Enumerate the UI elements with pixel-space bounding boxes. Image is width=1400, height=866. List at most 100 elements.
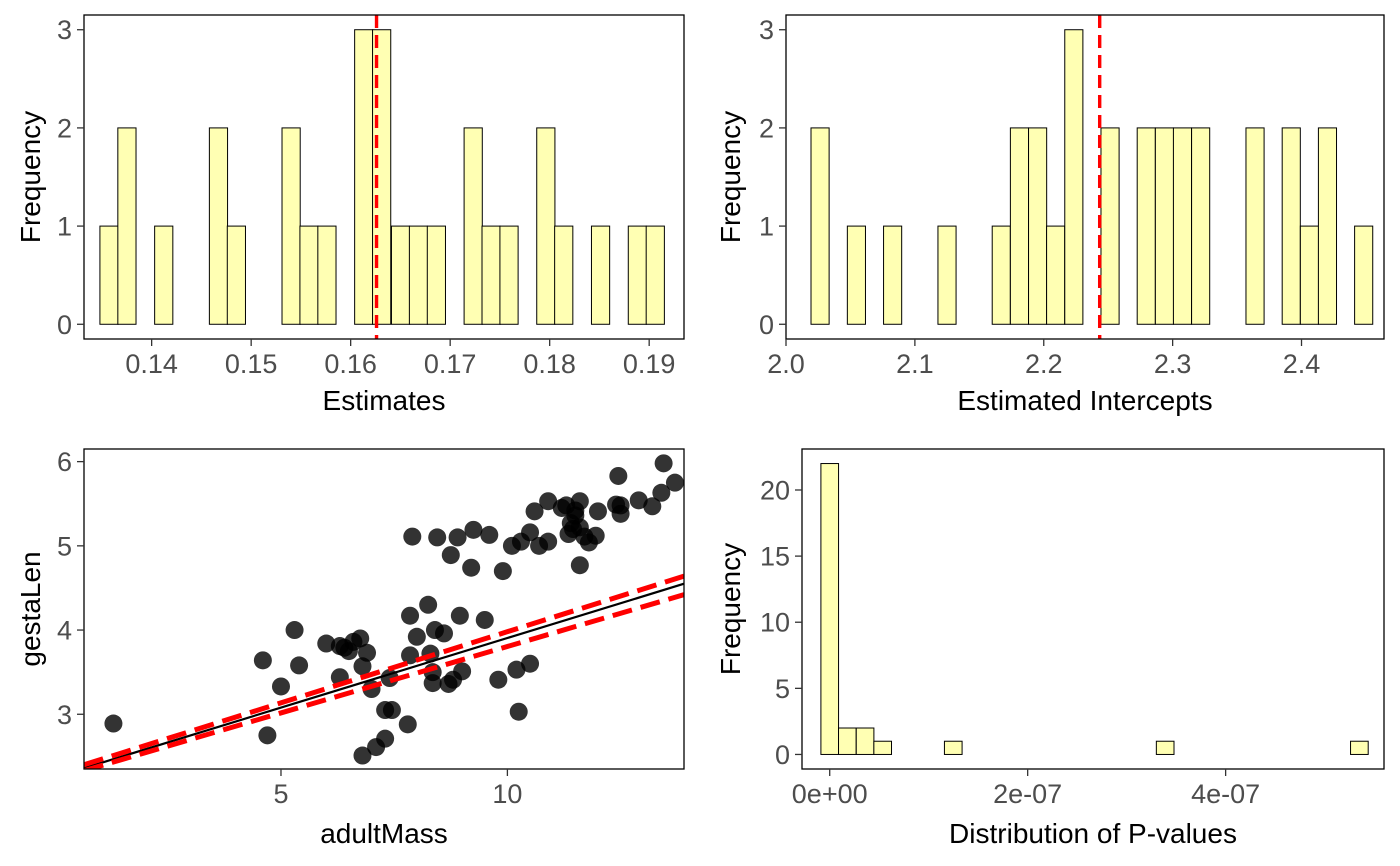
- histogram-bar: [117, 127, 137, 325]
- x-tick-label: 2.3: [1154, 349, 1192, 379]
- scatter-point: [351, 629, 370, 648]
- confidence-band-line: [84, 592, 684, 769]
- x-tick-label: 0e+00: [792, 779, 868, 809]
- histogram-bar: [554, 225, 574, 325]
- histogram-bar: [873, 740, 893, 755]
- y-tick-label: 6: [57, 447, 72, 477]
- scatter-point: [448, 528, 467, 547]
- scatter-point: [462, 558, 481, 577]
- y-tick-label: 1: [759, 212, 774, 242]
- y-tick-label: 3: [759, 15, 774, 45]
- y-axis-title: gestaLen: [15, 551, 46, 666]
- histogram-bar: [943, 740, 963, 755]
- scatter-point: [285, 621, 304, 640]
- histogram-bar: [208, 127, 229, 325]
- y-tick-label: 1: [57, 212, 72, 242]
- scatter-point: [611, 496, 630, 515]
- scatter-point: [586, 526, 605, 545]
- histogram-bar: [590, 225, 611, 325]
- y-tick-label: 2: [57, 113, 72, 143]
- scatter-point: [401, 646, 420, 665]
- y-tick-label: 3: [57, 15, 72, 45]
- scatter-point: [521, 654, 540, 673]
- y-tick-label: 3: [57, 700, 72, 730]
- histogram-bar: [1245, 127, 1265, 325]
- histogram-bar: [838, 727, 857, 755]
- plot-area: [820, 463, 1369, 755]
- histogram-bar: [426, 225, 446, 325]
- histogram-bar: [1100, 127, 1120, 325]
- scatter-point: [570, 492, 589, 511]
- scatter-point: [398, 715, 417, 734]
- y-axis-title: Frequency: [15, 111, 46, 243]
- y-tick-label: 5: [775, 674, 790, 704]
- histogram-bar: [855, 727, 875, 755]
- scatter-point: [521, 523, 540, 542]
- histogram-bar: [463, 127, 483, 325]
- scatter-point: [588, 502, 607, 521]
- histogram-bar: [1028, 127, 1048, 325]
- scatter-point: [453, 662, 472, 681]
- histogram-bar: [1155, 740, 1175, 755]
- histogram-bar: [883, 225, 903, 325]
- x-tick-label: 0.19: [623, 349, 676, 379]
- scatter-point: [629, 491, 648, 510]
- histogram-bar: [1154, 127, 1174, 325]
- x-tick-label: 10: [492, 779, 522, 809]
- scatter-point: [507, 660, 526, 679]
- chart-panel-2: 2.0 2.1 2.2 2.3 2.4 0 1 2 3 Estimated Intercepts F…: [715, 14, 1385, 416]
- x-tick-label: 2.2: [1025, 349, 1063, 379]
- scatter-point: [525, 502, 544, 521]
- histogram-bar: [408, 225, 429, 325]
- scatter-point: [570, 556, 589, 575]
- scatter-point: [401, 606, 420, 625]
- x-tick-label: 0.15: [225, 349, 278, 379]
- y-axis-title: Frequency: [715, 111, 746, 243]
- histogram-bar: [1172, 127, 1193, 325]
- scatter-point: [464, 520, 483, 539]
- plot-area: [84, 454, 684, 769]
- histogram-bar: [937, 225, 957, 325]
- chart-panel-4: 0e+00 2e-07 4e-07 0 5 10 15 20 Distribution of P…: [715, 448, 1385, 849]
- histogram-bar: [645, 225, 665, 325]
- scatter-point: [480, 525, 499, 544]
- scatter-point: [489, 670, 508, 689]
- x-tick-label: 2.1: [896, 349, 934, 379]
- scatter-point: [609, 466, 628, 485]
- histogram-bar: [846, 225, 866, 325]
- x-tick-label: 0.16: [324, 349, 377, 379]
- scatter-point: [435, 624, 453, 643]
- histogram-bar: [317, 225, 337, 325]
- panel-border: [83, 448, 685, 770]
- x-tick-label: 0.18: [523, 349, 576, 379]
- scatter-point: [407, 627, 426, 646]
- histogram-bar: [226, 225, 246, 325]
- scatter-point: [376, 729, 395, 748]
- plot-area: [99, 15, 665, 339]
- panel-border: [801, 448, 1385, 770]
- scatter-point: [317, 634, 336, 653]
- y-tick-label: 0: [57, 310, 72, 340]
- histogram-bar: [1317, 127, 1338, 325]
- scatter-point: [253, 651, 272, 670]
- y-tick-label: 10: [760, 608, 790, 638]
- scatter-point: [258, 726, 277, 745]
- scatter-point: [539, 492, 558, 511]
- scatter-point: [358, 643, 377, 662]
- histogram-bar: [154, 225, 174, 325]
- histogram-bar: [499, 225, 519, 325]
- y-tick-label: 4: [57, 616, 72, 646]
- y-tick-label: 20: [760, 475, 790, 505]
- scatter-point: [290, 656, 309, 675]
- scatter-point: [419, 595, 438, 614]
- histogram-bar: [1009, 127, 1029, 325]
- x-tick-label: 4e-07: [1191, 779, 1260, 809]
- histogram-bar: [1354, 225, 1374, 325]
- scatter-point: [654, 454, 673, 473]
- x-tick-label: 0.14: [125, 349, 178, 379]
- histogram-bar: [820, 463, 840, 755]
- scatter-point: [493, 562, 512, 581]
- histogram-bar: [810, 127, 830, 325]
- histogram-bar: [991, 225, 1011, 325]
